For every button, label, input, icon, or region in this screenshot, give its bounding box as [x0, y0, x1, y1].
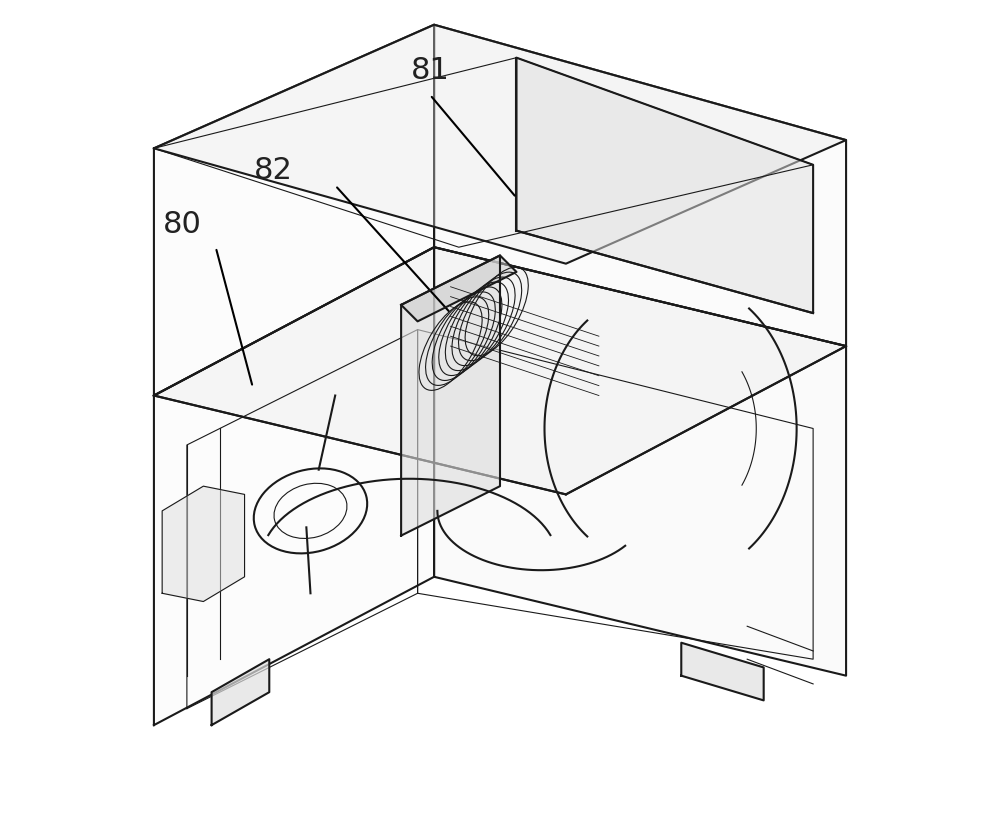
Polygon shape [434, 247, 846, 676]
Polygon shape [154, 247, 846, 494]
Polygon shape [401, 255, 516, 321]
Polygon shape [162, 486, 245, 602]
Text: 81: 81 [411, 56, 449, 85]
Polygon shape [434, 25, 846, 346]
Polygon shape [212, 659, 269, 725]
Polygon shape [154, 25, 846, 264]
Polygon shape [154, 25, 434, 396]
Text: 80: 80 [163, 210, 202, 239]
Polygon shape [516, 58, 813, 313]
Polygon shape [154, 247, 434, 725]
Polygon shape [401, 255, 500, 536]
Text: 82: 82 [254, 157, 293, 185]
Polygon shape [681, 643, 764, 700]
